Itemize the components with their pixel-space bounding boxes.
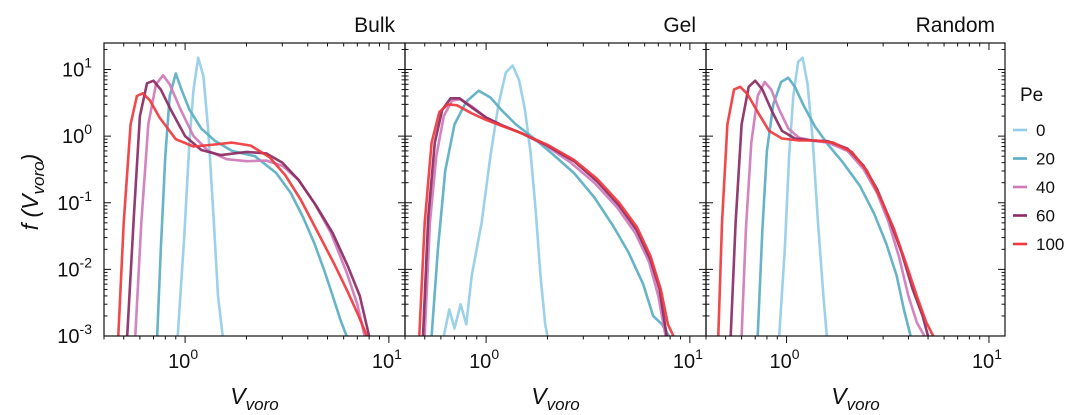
x-tick-label: 100 [168,346,198,373]
y-axis-label-sub: voro [29,161,48,194]
x-tick-label: 100 [770,346,800,373]
legend-entry-pe-100: 100 [1013,235,1064,254]
series-line-pe-0 [442,64,549,336]
legend-label: 0 [1036,121,1045,140]
panel-bulk: Bulk 100 101 Vvoro 101 100 10-1 10-2 10-3 [57,14,406,414]
x-axis-label: Vvoro [230,383,278,414]
series-line-pe-100 [717,85,935,336]
series-line-pe-100 [117,92,369,336]
series-line-pe-40 [134,74,366,336]
x-tick-label: 101 [972,346,1002,373]
panel-random: Random 100 101 Vvoro [705,14,1006,414]
legend-entry-pe-40: 40 [1013,178,1055,197]
series-line-pe-20 [756,76,912,336]
panel-gel: Gel 100 101 Vvoro [404,14,707,414]
y-tick-label: 10-3 [57,321,92,348]
legend-entries: 0 20 40 60 100 [1013,121,1064,254]
panel-title: Bulk [354,14,395,37]
y-tick-label: 101 [62,55,92,82]
x-tick-label: 101 [673,346,703,373]
legend-label: 40 [1036,178,1055,197]
y-axis-label-text: f (Vvoro) [17,154,48,231]
y-axis-label: f (Vvoro) [17,154,48,231]
y-tick-label: 100 [62,121,92,148]
series-line-pe-0 [777,56,829,336]
panel-title: Random [916,14,995,37]
legend-label: 60 [1036,207,1055,226]
series-line-pe-100 [418,103,675,336]
y-axis-label-var: V [17,192,43,210]
series-line-pe-20 [430,89,671,336]
x-axis-label: Vvoro [531,383,579,414]
x-axis-label: Vvoro [831,383,879,414]
x-tick-label: 101 [372,346,402,373]
legend-entry-pe-20: 20 [1013,150,1055,169]
series-line-pe-40 [740,80,926,336]
series-line-pe-0 [176,56,224,336]
y-tick-label: 10-2 [57,254,92,281]
plot-frame [705,42,1006,337]
panel-title: Gel [663,14,696,37]
plot-frame [103,42,406,337]
y-axis-label-close: ) [17,154,43,165]
series-line-pe-20 [155,72,348,336]
x-tick-label: 100 [469,346,499,373]
legend-label: 20 [1036,150,1055,169]
series-line-pe-60 [125,79,371,336]
series-group [717,56,935,336]
panels-layer: Bulk 100 101 Vvoro 101 100 10-1 10-2 10-3 Gel 100 1… [57,14,1006,414]
legend-label: 100 [1036,235,1064,254]
series-group [418,64,675,336]
y-tick-label: 10-1 [57,188,92,215]
series-group [117,56,371,336]
y-axis-label-prefix: f ( [17,207,43,230]
legend-title: Pe [1020,85,1043,106]
legend: Pe 0 20 40 60 100 [1013,85,1064,254]
legend-entry-pe-0: 0 [1013,121,1045,140]
legend-entry-pe-60: 60 [1013,207,1055,226]
